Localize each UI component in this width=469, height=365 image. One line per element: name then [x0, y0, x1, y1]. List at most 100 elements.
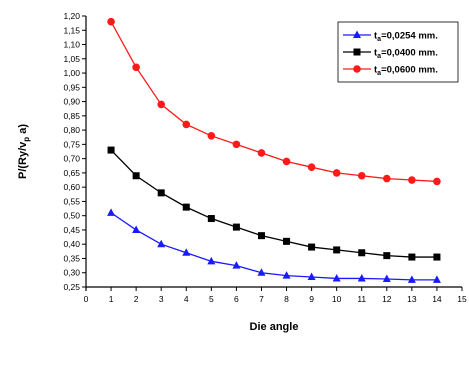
legend-item-2: ta=0,0400 mm. — [343, 48, 438, 61]
data-point — [283, 237, 291, 245]
legend-label: ta=0,0600 mm. — [374, 65, 438, 78]
data-point — [332, 169, 341, 177]
legend-item-1: ta=0,0254 mm. — [343, 30, 438, 44]
x-axis-title: Die angle — [250, 321, 299, 333]
x-tick-label: 0 — [84, 294, 89, 304]
y-tick-label: 0,50 — [63, 211, 80, 221]
x-tick-label: 4 — [184, 294, 189, 304]
y-tick-label: 0,25 — [63, 282, 80, 292]
data-point — [408, 253, 416, 261]
data-point — [383, 174, 391, 183]
y-tick-label: 0,30 — [63, 268, 80, 278]
plot-area — [85, 16, 462, 291]
data-point — [408, 176, 416, 184]
y-tick-label: 0,80 — [63, 125, 80, 135]
x-tick-label: 7 — [259, 294, 264, 304]
legend-marker — [353, 48, 361, 56]
data-point — [357, 171, 366, 180]
series-line — [110, 21, 437, 183]
data-point — [232, 223, 240, 231]
y-tick-label: 0,90 — [63, 97, 80, 107]
data-point — [307, 163, 316, 171]
x-tick-label: 12 — [382, 294, 392, 304]
x-tick-label: 11 — [357, 294, 366, 304]
y-tick-label: 1,15 — [63, 25, 80, 35]
data-point — [433, 177, 441, 186]
y-tick-label: 0,55 — [63, 196, 80, 206]
data-point — [107, 208, 116, 216]
x-tick-label: 9 — [309, 294, 314, 304]
legend-marker — [353, 30, 361, 38]
x-tick-label: 10 — [332, 294, 342, 304]
y-tick-label: 1,10 — [63, 40, 80, 50]
data-point — [207, 215, 215, 223]
series-1 — [107, 208, 441, 283]
data-point — [382, 274, 391, 283]
data-point — [407, 275, 416, 283]
legend-label: ta=0,0400 mm. — [374, 48, 438, 61]
y-tick-label: 0,35 — [63, 253, 80, 263]
y-axis-ticks: 1,20 1,15 1,10 1,05 1,00 0,95 0,90 0,85 0,80 0,75… — [63, 11, 86, 292]
data-point — [157, 189, 165, 197]
y-tick-label: 0,70 — [63, 154, 80, 164]
data-point — [307, 272, 316, 281]
series-layer — [107, 17, 441, 283]
data-point — [433, 253, 441, 261]
data-point — [357, 273, 366, 282]
series-line — [110, 149, 437, 258]
data-point — [282, 271, 291, 279]
data-point — [182, 120, 191, 129]
y-tick-label: 0,85 — [63, 111, 80, 121]
series-line — [110, 212, 437, 281]
x-tick-label: 6 — [234, 294, 239, 304]
data-point — [333, 246, 341, 254]
x-tick-label: 3 — [159, 294, 164, 304]
y-tick-label: 0,40 — [63, 239, 80, 249]
data-point — [107, 17, 115, 26]
y-tick-label: 1,05 — [63, 54, 80, 64]
y-tick-label: 0,75 — [63, 139, 80, 149]
y-tick-label: 0,45 — [63, 225, 80, 235]
y-tick-label: 1,20 — [63, 11, 80, 21]
y-tick-label: 0,95 — [63, 82, 80, 92]
data-point — [383, 252, 391, 260]
y-tick-label: 0,60 — [63, 182, 80, 192]
data-point — [132, 172, 140, 180]
data-point — [182, 248, 191, 256]
legend-marker — [353, 65, 361, 73]
data-point — [257, 232, 265, 240]
x-tick-label: 1 — [109, 294, 114, 304]
data-point — [358, 249, 366, 257]
x-axis-ticks: 0 1 2 3 4 5 6 7 8 9 10 11 12 13 14 15 — [84, 287, 467, 304]
legend-label: ta=0,0254 mm. — [374, 31, 438, 44]
data-point — [332, 273, 341, 282]
data-point — [182, 203, 190, 211]
data-point — [308, 243, 316, 251]
data-point — [157, 100, 165, 109]
legend-item-3: ta=0,0600 mm. — [343, 65, 438, 78]
data-point — [282, 157, 291, 166]
x-tick-label: 2 — [134, 294, 139, 304]
data-point — [207, 132, 216, 140]
data-point — [232, 261, 241, 269]
y-tick-label: 1,00 — [63, 68, 80, 78]
x-tick-label: 13 — [407, 294, 417, 304]
data-point — [107, 146, 115, 154]
data-point — [257, 149, 266, 157]
data-point — [232, 140, 241, 149]
x-tick-label: 5 — [209, 294, 214, 304]
data-point — [207, 256, 216, 265]
data-point — [157, 239, 166, 248]
data-point — [132, 225, 141, 233]
y-tick-label: 0,65 — [63, 168, 80, 178]
data-point — [257, 268, 266, 276]
legend: ta=0,0254 mm. ta=0,0400 mm. ta=0,0600 mm. — [337, 21, 459, 83]
x-tick-label: 14 — [432, 294, 442, 304]
data-point — [132, 63, 140, 72]
x-tick-label: 15 — [457, 294, 467, 304]
y-axis-title: P/(Ry/vp a) — [17, 124, 31, 179]
series-3 — [107, 17, 441, 186]
x-tick-label: 8 — [284, 294, 289, 304]
series-2 — [107, 146, 441, 261]
